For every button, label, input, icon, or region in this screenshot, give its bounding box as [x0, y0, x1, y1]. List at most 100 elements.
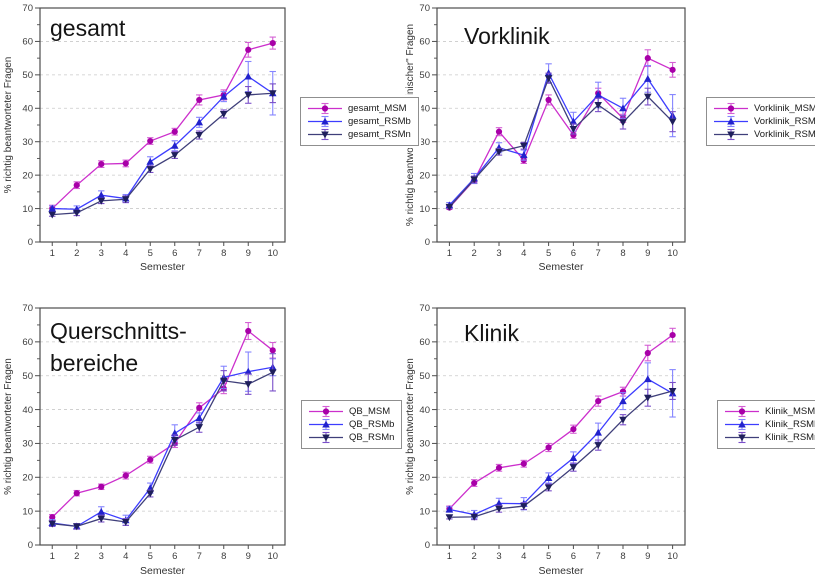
- svg-text:20: 20: [419, 472, 430, 483]
- legend-label: Klinik_RSMn: [765, 432, 815, 443]
- svg-text:40: 40: [419, 405, 430, 416]
- legend-item: Klinik_RSMb: [724, 418, 815, 431]
- legend-item: QB_RSMn: [308, 431, 394, 444]
- svg-text:40: 40: [419, 103, 430, 114]
- svg-text:9: 9: [645, 551, 650, 562]
- svg-text:8: 8: [221, 551, 226, 562]
- svg-text:8: 8: [221, 248, 226, 259]
- svg-text:3: 3: [99, 248, 104, 259]
- legend-label: QB_MSM: [349, 406, 391, 417]
- svg-text:70: 70: [419, 303, 430, 314]
- svg-text:60: 60: [419, 37, 430, 48]
- legend-label: Klinik_MSM: [765, 406, 815, 417]
- svg-text:10: 10: [267, 551, 278, 562]
- svg-text:bereiche: bereiche: [50, 350, 138, 376]
- legend-item: Vorklinik_RSMb: [713, 115, 815, 128]
- errorbar-triangle-up-marker-icon: [309, 418, 343, 431]
- svg-text:10: 10: [22, 506, 33, 517]
- chart-querschnittsbereiche: 0 10 20 30 40 50 60 70 1 2 3 4 5 6 7 8 9 10 Semester % rich…: [0, 295, 290, 584]
- legend-item: Klinik_RSMn: [724, 431, 815, 444]
- svg-text:50: 50: [419, 70, 430, 81]
- legend-item: QB_MSM: [308, 405, 394, 418]
- legend-item: Vorklinik_RSMn: [713, 128, 815, 141]
- svg-text:Querschnitts-: Querschnitts-: [50, 318, 187, 344]
- svg-text:4: 4: [123, 551, 128, 562]
- svg-text:0: 0: [425, 540, 430, 551]
- legend-item: QB_RSMb: [308, 418, 394, 431]
- svg-text:40: 40: [22, 405, 33, 416]
- svg-text:5: 5: [148, 551, 153, 562]
- svg-text:gesamt: gesamt: [50, 15, 126, 41]
- svg-text:10: 10: [419, 506, 430, 517]
- svg-text:1: 1: [50, 551, 55, 562]
- chart-klinik: 0 10 20 30 40 50 60 70 1 2 3 4 5 6 7 8 9 10 Semester % rich…: [400, 295, 690, 584]
- svg-text:1: 1: [447, 551, 452, 562]
- svg-text:Semester: Semester: [539, 261, 584, 273]
- svg-text:% richtig beantworteter Fragen: % richtig beantworteter Fragen: [3, 57, 14, 194]
- svg-text:30: 30: [419, 439, 430, 450]
- svg-text:10: 10: [667, 248, 678, 259]
- svg-text:30: 30: [22, 439, 33, 450]
- svg-text:5: 5: [148, 248, 153, 259]
- svg-text:3: 3: [496, 248, 501, 259]
- svg-text:0: 0: [425, 237, 430, 248]
- svg-text:2: 2: [472, 551, 477, 562]
- svg-text:1: 1: [50, 248, 55, 259]
- svg-text:70: 70: [22, 3, 33, 14]
- svg-text:60: 60: [22, 337, 33, 348]
- legend-label: gesamt_RSMb: [348, 116, 411, 127]
- svg-text:5: 5: [546, 551, 551, 562]
- svg-text:60: 60: [22, 37, 33, 48]
- svg-text:6: 6: [571, 551, 576, 562]
- legend-item: gesamt_MSM: [307, 102, 411, 115]
- svg-text:Klinik: Klinik: [464, 320, 519, 346]
- legend-item: Klinik_MSM: [724, 405, 815, 418]
- svg-text:4: 4: [521, 248, 526, 259]
- errorbar-triangle-up-marker-icon: [308, 115, 342, 128]
- svg-text:% richtig beantworteter Fragen: % richtig beantworteter Fragen: [3, 358, 14, 495]
- svg-text:4: 4: [521, 551, 526, 562]
- svg-text:6: 6: [172, 248, 177, 259]
- svg-text:20: 20: [22, 170, 33, 181]
- svg-text:Semester: Semester: [539, 565, 584, 577]
- legend-label: Vorklinik_RSMb: [754, 116, 815, 127]
- svg-text:1: 1: [447, 248, 452, 259]
- svg-text:0: 0: [28, 540, 33, 551]
- legend-item: Vorklinik_MSM: [713, 102, 815, 115]
- querschnittsbereiche-plot: 0 10 20 30 40 50 60 70 1 2 3 4 5 6 7 8 9 10 Semester % rich…: [3, 303, 286, 577]
- svg-text:60: 60: [419, 337, 430, 348]
- svg-text:6: 6: [571, 248, 576, 259]
- svg-text:8: 8: [620, 248, 625, 259]
- svg-text:0: 0: [28, 237, 33, 248]
- svg-text:3: 3: [99, 551, 104, 562]
- svg-text:7: 7: [596, 551, 601, 562]
- svg-text:40: 40: [22, 103, 33, 114]
- svg-text:2: 2: [472, 248, 477, 259]
- svg-text:9: 9: [645, 248, 650, 259]
- gesamt-plot: 0 10 20 30 40 50 60 70 1 2 3 4 5 6 7 8 9 10 Semester % rich…: [3, 3, 286, 273]
- klinik-plot: 0 10 20 30 40 50 60 70 1 2 3 4 5 6 7 8 9 10 Semester % rich…: [405, 303, 686, 577]
- chart-gesamt: 0 10 20 30 40 50 60 70 1 2 3 4 5 6 7 8 9 10 Semester % rich…: [0, 0, 290, 290]
- svg-text:9: 9: [246, 248, 251, 259]
- legend-label: gesamt_MSM: [348, 103, 407, 114]
- svg-text:6: 6: [172, 551, 177, 562]
- svg-text:70: 70: [419, 3, 430, 14]
- svg-text:7: 7: [596, 248, 601, 259]
- legend-klinik: Klinik_MSM Klinik_RSMb Klinik_RSMn: [717, 400, 815, 449]
- legend-item: gesamt_RSMn: [307, 128, 411, 141]
- errorbar-triangle-up-marker-icon: [714, 115, 748, 128]
- errorbar-circle-marker-icon: [714, 102, 748, 115]
- legend-label: QB_RSMb: [349, 419, 395, 430]
- legend-label: Vorklinik_RSMn: [754, 129, 815, 140]
- svg-text:2: 2: [74, 248, 79, 259]
- svg-text:20: 20: [22, 472, 33, 483]
- svg-text:7: 7: [197, 248, 202, 259]
- errorbar-triangle-up-marker-icon: [725, 418, 759, 431]
- legend-label: gesamt_RSMn: [348, 129, 411, 140]
- errorbar-circle-marker-icon: [309, 405, 343, 418]
- svg-text:30: 30: [419, 137, 430, 148]
- svg-text:50: 50: [419, 371, 430, 382]
- svg-text:Semester: Semester: [140, 565, 185, 577]
